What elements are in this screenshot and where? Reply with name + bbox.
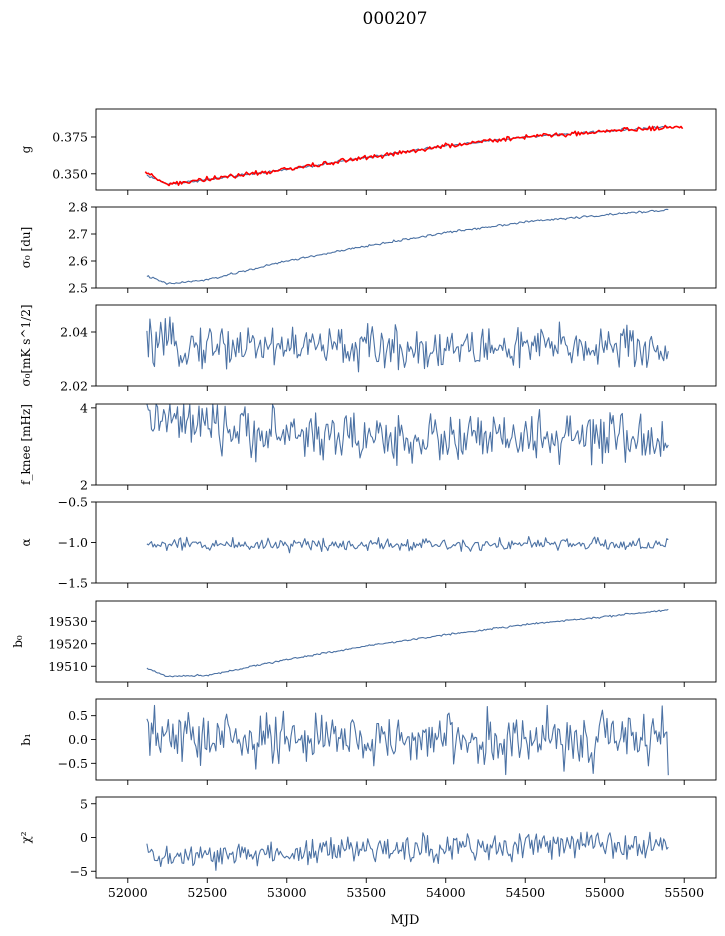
panel-alpha: −1.5 −1.0 −0.5 α xyxy=(19,495,717,591)
y-tick-label: 0.375 xyxy=(52,129,88,144)
y-axis-label-alpha: α xyxy=(19,538,33,546)
x-tick-label: 52000 xyxy=(108,885,148,900)
x-tick-label: 55500 xyxy=(664,885,704,900)
y-tick-label: 19530 xyxy=(48,614,88,629)
panel-g: 0.350 0.375 g xyxy=(19,108,717,195)
y-axis-label-b1: b₁ xyxy=(19,733,33,746)
y-tick-label: 4 xyxy=(80,400,88,415)
axes-frame xyxy=(95,796,717,879)
y-tick-label: 2.7 xyxy=(68,227,88,242)
axes-frame xyxy=(95,304,717,387)
y-tick-label: −5 xyxy=(70,864,88,879)
x-axis-label: MJD xyxy=(391,913,420,928)
y-tick-label: 0.5 xyxy=(68,708,88,723)
y-tick-label: 2.6 xyxy=(68,254,88,269)
figure-title: 000207 xyxy=(363,9,428,29)
y-tick-label: 2.02 xyxy=(60,379,88,394)
y-axis-label-sigma0: σ₀ [du] xyxy=(19,227,33,269)
y-axis-label-g: g xyxy=(19,145,33,153)
y-tick-label: 0.0 xyxy=(68,732,88,747)
panel-fknee: 2 4 f_knee [mHz] xyxy=(19,400,717,493)
series-line-b1 xyxy=(146,704,669,776)
y-tick-label: 0.350 xyxy=(52,166,88,181)
x-tick-label: 52500 xyxy=(187,885,227,900)
y-tick-label: −0.5 xyxy=(58,756,88,771)
series-line-chi2 xyxy=(146,831,669,871)
y-tick-label: 19520 xyxy=(48,636,88,651)
y-axis-label-sigma0-noise: σ₀[mK s^1/2] xyxy=(19,304,33,386)
y-tick-label: 5 xyxy=(80,796,88,811)
y-axis-label-chi2: χ² xyxy=(19,831,33,843)
panels: 0.350 0.375 g 2.5 2.6 2.7 2.8 σ₀ [du] 2.02 2.04 σ₀… xyxy=(11,108,717,900)
y-tick-label: 0 xyxy=(80,830,88,845)
axes-frame xyxy=(95,403,717,486)
y-axis-label-b0: b₀ xyxy=(11,635,25,648)
x-tick-label: 55000 xyxy=(585,885,625,900)
x-tick-label: 53000 xyxy=(267,885,307,900)
panel-chi2: −5 0 5 52000 52500 53000 53500 54000 54500 55000 5… xyxy=(19,796,717,900)
panel-b1: −0.5 0.0 0.5 b₁ xyxy=(19,698,717,785)
x-tick-label: 54500 xyxy=(505,885,545,900)
y-tick-label: 2.8 xyxy=(68,200,88,215)
axes-frame xyxy=(95,501,717,584)
y-tick-label: −0.5 xyxy=(58,495,88,510)
x-tick-label: 53500 xyxy=(346,885,386,900)
axes-frame xyxy=(95,600,717,683)
axes-frame xyxy=(95,108,717,191)
series-line-g-overlay xyxy=(144,124,684,187)
series-line-fknee xyxy=(146,403,669,467)
y-tick-label: 19510 xyxy=(48,659,88,674)
axes-frame xyxy=(95,206,717,289)
y-tick-label: 2 xyxy=(80,478,88,493)
panel-sigma0: 2.5 2.6 2.7 2.8 σ₀ [du] xyxy=(19,200,717,296)
panel-sigma0-noise: 2.02 2.04 σ₀[mK s^1/2] xyxy=(19,304,717,394)
series-line-sigma0-noise xyxy=(146,316,669,373)
panel-b0: 19510 19520 19530 b₀ xyxy=(11,600,717,687)
y-tick-label: 2.04 xyxy=(60,325,88,340)
series-line-b0 xyxy=(146,608,669,678)
series-line-alpha xyxy=(146,536,669,554)
y-tick-label: 2.5 xyxy=(68,281,88,296)
y-tick-label: −1.0 xyxy=(58,535,88,550)
y-tick-label: −1.5 xyxy=(58,576,88,591)
series-line-sigma0 xyxy=(146,208,669,285)
y-axis-label-fknee: f_knee [mHz] xyxy=(19,404,33,485)
x-tick-label: 54000 xyxy=(426,885,466,900)
